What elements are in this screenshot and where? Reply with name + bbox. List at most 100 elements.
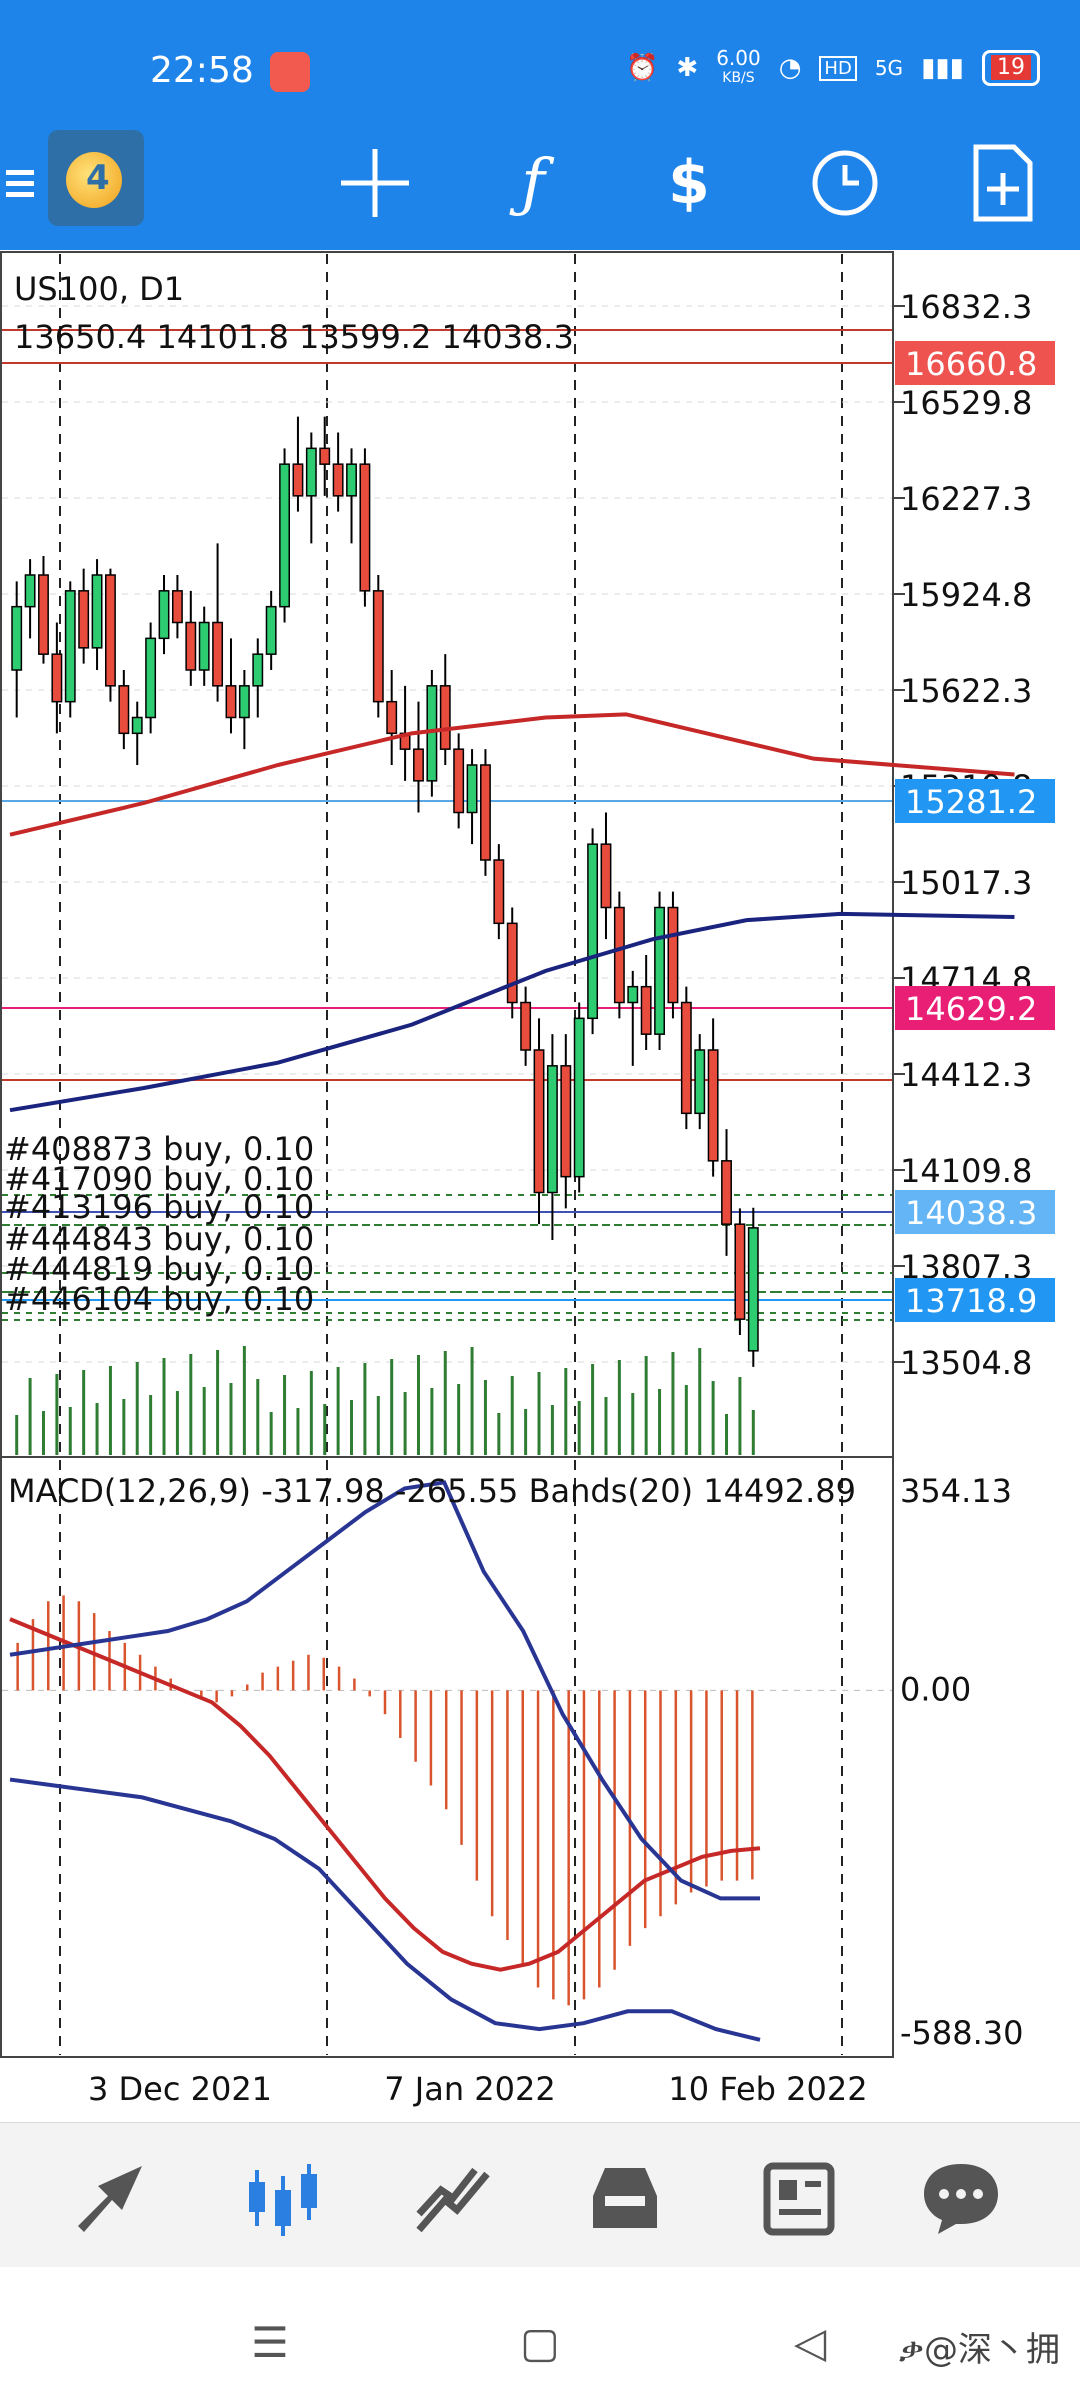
messages-icon[interactable] bbox=[906, 2143, 1016, 2253]
app-logo[interactable] bbox=[48, 130, 144, 226]
candle-body bbox=[91, 574, 103, 649]
candle-body bbox=[332, 463, 344, 497]
moving-averages bbox=[9, 712, 1015, 1113]
clock-icon[interactable] bbox=[800, 138, 890, 228]
candle-body bbox=[680, 1001, 692, 1115]
candle-body bbox=[600, 843, 612, 909]
ohlc-label: 13650.4 14101.8 13599.2 14038.3 bbox=[14, 318, 574, 356]
signal-label: 5G bbox=[874, 56, 904, 80]
hd-badge: HD bbox=[819, 55, 857, 81]
candle-body bbox=[587, 843, 599, 1020]
top-bar: 22:58 ⏰ ✱ 6.00 KB/S ◔ HD 5G ▮▮▮ 19 ƒ $ bbox=[0, 0, 1080, 250]
order-labels: #408873 buy, 0.10#417090 buy, 0.10#41319… bbox=[4, 1130, 314, 1318]
candle-body bbox=[238, 685, 250, 719]
candle-body bbox=[11, 605, 23, 671]
macd-signal-line bbox=[9, 1617, 761, 1972]
watermark: ቃ@深丶拥 bbox=[899, 2330, 1060, 2370]
new-document-icon[interactable] bbox=[958, 138, 1048, 228]
crosshair-icon[interactable] bbox=[330, 138, 420, 228]
order-label: #413196 buy, 0.10 bbox=[4, 1188, 314, 1226]
moving-average-blue bbox=[9, 911, 1015, 1113]
candle-body bbox=[78, 590, 90, 649]
date-label: 3 Dec 2021 bbox=[88, 2070, 272, 2108]
toolbar: ƒ $ bbox=[0, 130, 1080, 240]
candle-body bbox=[466, 764, 478, 814]
notification-app-icon bbox=[270, 52, 310, 92]
price-axis: 16832.316529.816227.315924.815622.315319… bbox=[893, 288, 1055, 1382]
date-label: 7 Jan 2022 bbox=[384, 2070, 555, 2108]
price-tag-label: 16660.8 bbox=[905, 345, 1037, 383]
candle-body bbox=[319, 447, 331, 465]
chart-svg[interactable]: 354.13 0.00 -588.30 16832.3 16529.8 16227.3 1… bbox=[0, 250, 1080, 2120]
candle-body bbox=[480, 764, 491, 861]
candle-body bbox=[573, 1017, 585, 1178]
candles bbox=[11, 416, 759, 1367]
candle-body bbox=[198, 621, 210, 671]
chart-area[interactable]: 354.13 0.00 -588.30 16832.3 16529.8 16227.3 1… bbox=[0, 250, 1080, 2120]
candle-body bbox=[546, 1065, 558, 1194]
chart-icon[interactable] bbox=[228, 2143, 338, 2253]
candle-body bbox=[145, 637, 157, 719]
price-tag-label: 14038.3 bbox=[905, 1194, 1037, 1232]
back-button[interactable]: ◁ bbox=[793, 2317, 827, 2367]
macd-pane-frame bbox=[0, 1456, 894, 2058]
date-label: 10 Feb 2022 bbox=[668, 2070, 867, 2108]
order-label: #444843 buy, 0.10 bbox=[4, 1220, 314, 1258]
candle-body bbox=[372, 590, 384, 703]
candle-body bbox=[171, 590, 183, 624]
price-tag-bg bbox=[895, 986, 1055, 1030]
macd-indicator: 354.13 0.00 -588.30 bbox=[2, 1472, 1024, 2052]
macd-tick-label: 0.00 bbox=[900, 1670, 971, 1708]
order-label: #444819 buy, 0.10 bbox=[4, 1250, 314, 1288]
candle-body bbox=[640, 985, 652, 1035]
candle-body bbox=[439, 685, 451, 750]
macd-tick-label: -588.30 bbox=[900, 2014, 1024, 2052]
candle-body bbox=[279, 463, 290, 608]
alarm-icon: ⏰ bbox=[626, 53, 659, 83]
candle-body bbox=[707, 1049, 719, 1162]
network-speed: 6.00 KB/S bbox=[716, 46, 761, 86]
bottom-nav bbox=[0, 2122, 1080, 2268]
candle-body bbox=[533, 1049, 545, 1194]
candle-body bbox=[38, 574, 49, 655]
candle-body bbox=[734, 1223, 746, 1320]
candle-body bbox=[346, 463, 357, 497]
home-button[interactable]: ▢ bbox=[520, 2317, 560, 2367]
order-label: #417090 buy, 0.10 bbox=[4, 1160, 314, 1198]
candle-body bbox=[131, 716, 143, 735]
candle-body bbox=[453, 748, 465, 814]
price-tick-label: 16832.3 bbox=[900, 288, 1032, 326]
candle-body bbox=[654, 906, 665, 1035]
price-tag-bg bbox=[895, 1278, 1055, 1322]
macd-tick-label: 354.13 bbox=[900, 1472, 1012, 1510]
price-tick-label: 16227.3 bbox=[900, 480, 1032, 518]
menu-icon[interactable] bbox=[0, 138, 40, 228]
candle-body bbox=[413, 748, 424, 782]
candle-body bbox=[305, 447, 317, 497]
history-icon[interactable] bbox=[570, 2143, 680, 2253]
price-tag-label: 13718.9 bbox=[905, 1282, 1037, 1320]
quotes-icon[interactable] bbox=[55, 2143, 165, 2253]
system-nav: ☰ ▢ ◁ ቃ@深丶拥 bbox=[0, 2267, 1080, 2400]
price-tick-label: 15017.3 bbox=[900, 864, 1032, 902]
macd-band-lower bbox=[9, 1777, 761, 2042]
macd-label: MACD(12,26,9) -317.98 -265.55 Bands(20) … bbox=[8, 1472, 856, 1510]
trade-icon[interactable]: $ bbox=[668, 148, 710, 218]
price-tick-label: 14412.3 bbox=[900, 1056, 1032, 1094]
bluetooth-icon: ✱ bbox=[676, 53, 699, 83]
price-tick-label: 16529.8 bbox=[900, 384, 1032, 422]
candle-body bbox=[252, 653, 264, 687]
news-icon[interactable] bbox=[742, 2143, 852, 2253]
trade-chart-icon[interactable] bbox=[398, 2143, 508, 2253]
price-tick-label: 14109.8 bbox=[900, 1152, 1032, 1190]
candle-body bbox=[359, 463, 371, 592]
recent-apps-button[interactable]: ☰ bbox=[251, 2317, 289, 2367]
date-axis: 3 Dec 2021 7 Jan 2022 10 Feb 2022 bbox=[88, 2070, 868, 2108]
candle-body bbox=[627, 985, 639, 1004]
candle-body bbox=[506, 922, 518, 1004]
price-tick-label: 15924.8 bbox=[900, 576, 1032, 614]
candle-body bbox=[694, 1049, 706, 1115]
order-label: #446104 buy, 0.10 bbox=[4, 1280, 314, 1318]
candle-body bbox=[118, 685, 130, 735]
function-icon[interactable]: ƒ bbox=[521, 146, 545, 220]
